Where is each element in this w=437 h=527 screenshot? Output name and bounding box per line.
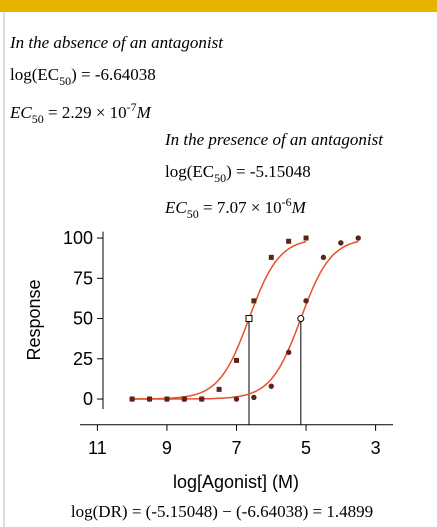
data-point xyxy=(268,254,274,260)
t: 50 xyxy=(59,74,71,88)
ec50-marker xyxy=(245,315,253,323)
data-point xyxy=(285,349,292,356)
t: = xyxy=(44,103,62,122)
y-tick-label: 0 xyxy=(83,389,93,409)
data-point xyxy=(146,396,153,402)
data-point xyxy=(251,298,257,304)
y-tick-label: 50 xyxy=(73,309,93,329)
heading: In the presence of an antagonist xyxy=(164,130,384,149)
t: × 10 xyxy=(247,198,282,217)
t: 1.4899 xyxy=(326,502,373,521)
ec50-line: EC50 = 2.29 × 10-7M xyxy=(9,100,152,126)
data-point xyxy=(286,238,292,244)
data-point xyxy=(268,383,274,389)
t: ) = xyxy=(71,65,95,84)
y-axis-label: Response xyxy=(24,279,44,360)
x-tick-label: 7 xyxy=(231,438,241,458)
dr-line: log(DR) = (-5.15048) − (-6.64038) = 1.48… xyxy=(71,502,373,521)
data-point xyxy=(181,396,188,402)
t: log(EC xyxy=(10,65,59,84)
t: log(DR) xyxy=(71,502,128,521)
fit-curve xyxy=(132,240,359,400)
data-point xyxy=(233,396,240,402)
header-bar xyxy=(0,0,437,12)
data-point xyxy=(129,396,135,402)
t: EC xyxy=(164,198,187,217)
x-axis-label: log[Agonist] (M) xyxy=(173,472,299,492)
data-point xyxy=(216,386,222,392)
data-point xyxy=(338,240,344,246)
log-ec50-line: log(EC50) = -6.64038 xyxy=(10,65,156,88)
t: M xyxy=(136,103,152,122)
t: × 10 xyxy=(92,103,127,122)
t: 50 xyxy=(32,112,44,126)
t: EC xyxy=(9,103,32,122)
ec50-line: EC50 = 7.07 × 10-6M xyxy=(164,195,307,221)
x-tick-label: 5 xyxy=(301,438,311,458)
x-tick-label: 9 xyxy=(162,438,172,458)
data-point xyxy=(164,396,170,402)
t: ) − ( xyxy=(212,502,242,521)
data-point xyxy=(355,235,361,241)
data-point xyxy=(199,396,205,402)
t: -6 xyxy=(282,195,292,209)
t: -6.64038 xyxy=(242,502,303,521)
heading: In the absence of an antagonist xyxy=(9,33,224,52)
data-point xyxy=(251,394,257,401)
t: -7 xyxy=(127,100,137,114)
t: 2.29 xyxy=(62,103,92,122)
y-tick-label: 75 xyxy=(73,268,93,288)
x-tick-label: 3 xyxy=(371,438,381,458)
t: 7.07 xyxy=(217,198,247,217)
t: 50 xyxy=(187,207,199,221)
data-point xyxy=(234,357,239,363)
log-ec50-line: log(EC50) = -5.15048 xyxy=(165,162,311,185)
t: = ( xyxy=(128,502,152,521)
ec50-marker xyxy=(297,315,305,323)
data-point xyxy=(320,254,327,261)
t: log(EC xyxy=(165,162,214,181)
t: M xyxy=(291,198,307,217)
x-tick-label: 11 xyxy=(88,438,107,458)
fit-curve xyxy=(132,240,307,400)
y-tick-label: 100 xyxy=(63,228,93,248)
t: 50 xyxy=(214,171,226,185)
t: -5.15048 xyxy=(250,162,311,181)
t: ) = xyxy=(226,162,250,181)
data-point xyxy=(303,235,309,241)
data-point xyxy=(303,298,309,304)
t: = xyxy=(199,198,217,217)
y-tick-label: 25 xyxy=(73,349,93,369)
t: -6.64038 xyxy=(95,65,156,84)
t: -5.15048 xyxy=(151,502,212,521)
t: ) = xyxy=(303,502,327,521)
